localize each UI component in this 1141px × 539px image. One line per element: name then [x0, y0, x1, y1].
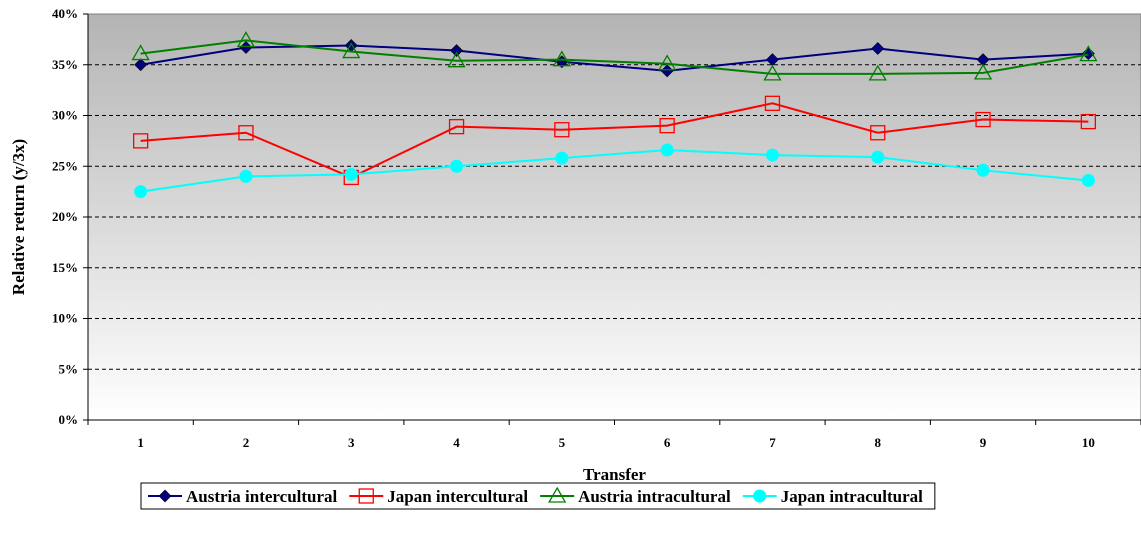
data-point-marker — [868, 64, 887, 81]
data-point-marker — [871, 42, 885, 55]
series-line — [140, 102, 1089, 179]
y-tick-label: 40% — [52, 6, 78, 21]
data-point-marker — [342, 42, 361, 59]
data-point-marker — [236, 31, 256, 48]
series-line — [140, 149, 1089, 193]
data-point-marker — [765, 148, 779, 162]
data-point-marker — [1079, 45, 1098, 62]
legend: Austria intercultural Japan intercultural… — [140, 482, 936, 510]
data-point-marker — [131, 44, 150, 61]
y-tick-label: 25% — [52, 158, 78, 173]
data-point-marker — [447, 51, 466, 68]
data-point-marker — [358, 488, 374, 504]
legend-label: Austria intercultural — [186, 487, 338, 506]
axes: 0% 5% 10% 15% 20% 25% 30% 35% 40% 1 2 3 4 5 6 7 8 9 10 — [52, 6, 1141, 450]
legend-item: Austria intracultural — [540, 486, 731, 506]
data-point-marker — [134, 58, 148, 72]
x-tick-label: 4 — [453, 435, 460, 450]
y-tick-label: 35% — [52, 57, 78, 72]
series-layer — [131, 31, 1098, 199]
data-point-marker — [344, 167, 358, 181]
data-point-marker — [870, 125, 886, 141]
legend-box — [140, 482, 936, 510]
data-point-marker — [239, 41, 253, 54]
x-tick-label: 10 — [1082, 435, 1095, 450]
y-tick-label: 0% — [59, 412, 79, 427]
legend-item: Austria intercultural — [148, 487, 338, 506]
legend-label: Austria intracultural — [578, 487, 731, 506]
x-axis-title: Transfer — [583, 465, 646, 484]
legend-label: Japan intercultural — [387, 487, 528, 506]
legend-label: Japan intracultural — [781, 487, 923, 506]
x-tick-label: 1 — [137, 435, 144, 450]
x-tick-label: 7 — [769, 435, 776, 450]
x-tick-label: 8 — [875, 435, 882, 450]
y-tick-label: 5% — [59, 361, 79, 376]
data-point-marker — [132, 133, 149, 149]
series-3 — [131, 31, 1098, 81]
y-tick-label: 10% — [52, 311, 78, 326]
data-point-marker — [658, 54, 677, 71]
y-tick-label: 20% — [52, 209, 78, 224]
x-tick-label: 3 — [348, 435, 355, 450]
legend-item: Japan intracultural — [742, 487, 923, 506]
data-point-marker — [763, 64, 782, 81]
series-4 — [134, 143, 1095, 199]
gridlines — [88, 64, 1141, 370]
data-point-marker — [975, 111, 991, 128]
x-tick-label: 5 — [559, 435, 566, 450]
data-point-marker — [448, 119, 465, 135]
data-point-marker — [548, 486, 567, 503]
data-point-marker — [158, 489, 172, 503]
data-point-marker — [450, 44, 463, 57]
data-point-marker — [660, 143, 674, 157]
data-point-marker — [555, 151, 569, 165]
data-point-marker — [1081, 173, 1095, 187]
data-point-marker — [753, 489, 767, 503]
x-tick-label: 6 — [664, 435, 671, 450]
legend-item: Japan intercultural — [349, 487, 528, 506]
series-2 — [132, 95, 1096, 186]
y-tick-label: 15% — [52, 260, 78, 275]
data-point-marker — [1080, 113, 1096, 130]
data-point-marker — [976, 163, 990, 177]
data-point-marker — [660, 64, 674, 78]
data-point-marker — [450, 159, 464, 173]
data-point-marker — [554, 122, 570, 138]
data-point-marker — [552, 50, 571, 67]
x-tick-label: 9 — [980, 435, 987, 450]
data-point-marker — [239, 169, 253, 183]
data-point-marker — [134, 185, 148, 199]
series-line — [140, 39, 1089, 75]
data-point-marker — [871, 150, 885, 164]
data-point-marker — [973, 63, 993, 80]
y-axis-title: Relative return (y/3x) — [9, 139, 28, 295]
data-point-marker — [764, 95, 781, 111]
y-tick-label: 30% — [52, 108, 78, 123]
data-point-marker — [238, 125, 254, 141]
data-point-marker — [659, 118, 675, 134]
x-tick-label: 2 — [243, 435, 250, 450]
